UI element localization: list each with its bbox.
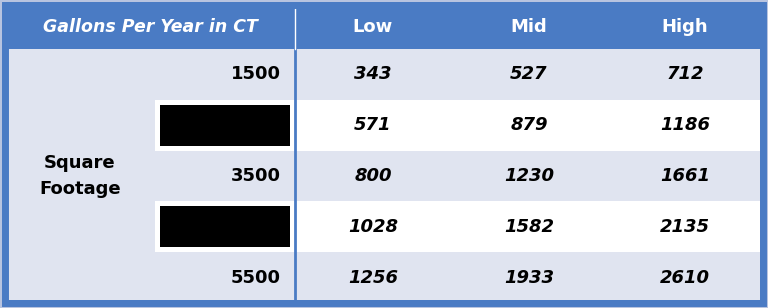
Bar	[5, 5, 763, 49]
Bar	[155, 49, 763, 100]
Text: 800: 800	[354, 167, 392, 185]
Text: 527: 527	[510, 65, 548, 83]
Text: 879: 879	[510, 116, 548, 134]
Bar	[155, 100, 763, 151]
Bar	[155, 201, 763, 252]
Text: 1500: 1500	[231, 65, 281, 83]
Text: Gallons Per Year in CT: Gallons Per Year in CT	[42, 18, 257, 36]
Text: 1230: 1230	[504, 167, 554, 185]
Bar	[160, 105, 290, 146]
Text: 1582: 1582	[504, 218, 554, 236]
Text: Mid: Mid	[511, 18, 548, 36]
Bar	[160, 206, 290, 247]
Text: High: High	[662, 18, 708, 36]
Text: 1186: 1186	[660, 116, 710, 134]
Text: 1028: 1028	[348, 218, 398, 236]
Bar	[155, 151, 763, 201]
Text: 2610: 2610	[660, 269, 710, 287]
Text: 1256: 1256	[348, 269, 398, 287]
Text: 3500: 3500	[231, 167, 281, 185]
Text: 343: 343	[354, 65, 392, 83]
Text: Square
Footage: Square Footage	[39, 155, 121, 197]
Bar	[155, 252, 763, 303]
Text: 2135: 2135	[660, 218, 710, 236]
Text: 1933: 1933	[504, 269, 554, 287]
Text: 1661: 1661	[660, 167, 710, 185]
Text: Low: Low	[353, 18, 393, 36]
Text: 5500: 5500	[231, 269, 281, 287]
Bar	[5, 49, 155, 303]
Text: 712: 712	[667, 65, 703, 83]
Text: 571: 571	[354, 116, 392, 134]
